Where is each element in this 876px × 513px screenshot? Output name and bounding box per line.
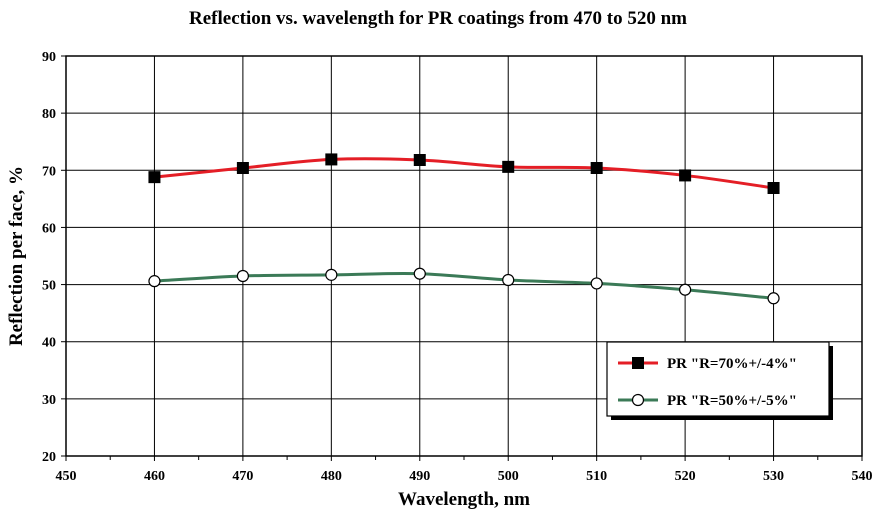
- data-point-square: [325, 153, 338, 166]
- y-tick-label: 20: [42, 450, 56, 465]
- legend-box: [606, 341, 830, 417]
- legend-marker-square: [632, 357, 644, 369]
- x-tick-label: 470: [232, 469, 253, 484]
- data-point-circle: [590, 277, 603, 290]
- x-tick-label: 490: [409, 469, 430, 484]
- y-tick-label: 30: [42, 393, 56, 408]
- x-tick-label: 460: [144, 469, 165, 484]
- y-tick-label: 50: [42, 279, 56, 294]
- data-point-square: [413, 154, 426, 166]
- y-tick-label: 80: [42, 107, 56, 122]
- data-point-circle: [502, 273, 515, 287]
- x-tick-label: 500: [498, 469, 519, 484]
- data-point-circle: [679, 283, 692, 296]
- data-point-square: [679, 169, 692, 182]
- data-point-circle: [236, 269, 249, 283]
- legend-label: PR "R=70%+/-4%": [667, 356, 797, 372]
- chart-title: Reflection vs. wavelength for PR coating…: [189, 8, 687, 29]
- legend-marker-circle: [631, 393, 645, 407]
- y-tick-label: 70: [42, 164, 56, 179]
- legend-label: PR "R=50%+/-5%": [667, 393, 797, 409]
- x-tick-label: 480: [321, 469, 342, 484]
- y-axis-title: Reflection per face, %: [6, 166, 27, 346]
- y-tick-label: 40: [42, 336, 56, 351]
- x-tick-label: 510: [586, 469, 607, 484]
- y-tick-label: 60: [42, 221, 56, 236]
- data-point-square: [236, 162, 249, 174]
- data-point-circle: [148, 275, 161, 288]
- series-line: [154, 271, 774, 300]
- series-line: [154, 157, 774, 190]
- data-point-square: [590, 162, 603, 174]
- y-tick-label: 90: [42, 50, 56, 65]
- series-2: [148, 267, 780, 305]
- y-axis: 20 30 40 50 60 70 80 90: [42, 50, 66, 465]
- data-point-circle: [413, 267, 426, 280]
- series-layer: [148, 153, 780, 305]
- data-point-square: [502, 160, 515, 173]
- data-point-square: [148, 171, 161, 184]
- x-axis-title: Wavelength, nm: [398, 489, 530, 510]
- series-1: [148, 153, 780, 194]
- x-tick-label: 520: [675, 469, 696, 484]
- x-tick-label: 450: [56, 469, 77, 484]
- data-point-circle: [767, 292, 780, 305]
- x-axis: 450 460 470 480 490 500 510 520 530 540: [56, 456, 873, 484]
- x-tick-label: 540: [852, 469, 873, 484]
- data-point-square: [767, 182, 780, 194]
- x-tick-label: 530: [763, 469, 784, 484]
- legend: PR "R=70%+/-4%" PR "R=50%+/-5%": [606, 341, 833, 420]
- data-point-circle: [325, 268, 338, 281]
